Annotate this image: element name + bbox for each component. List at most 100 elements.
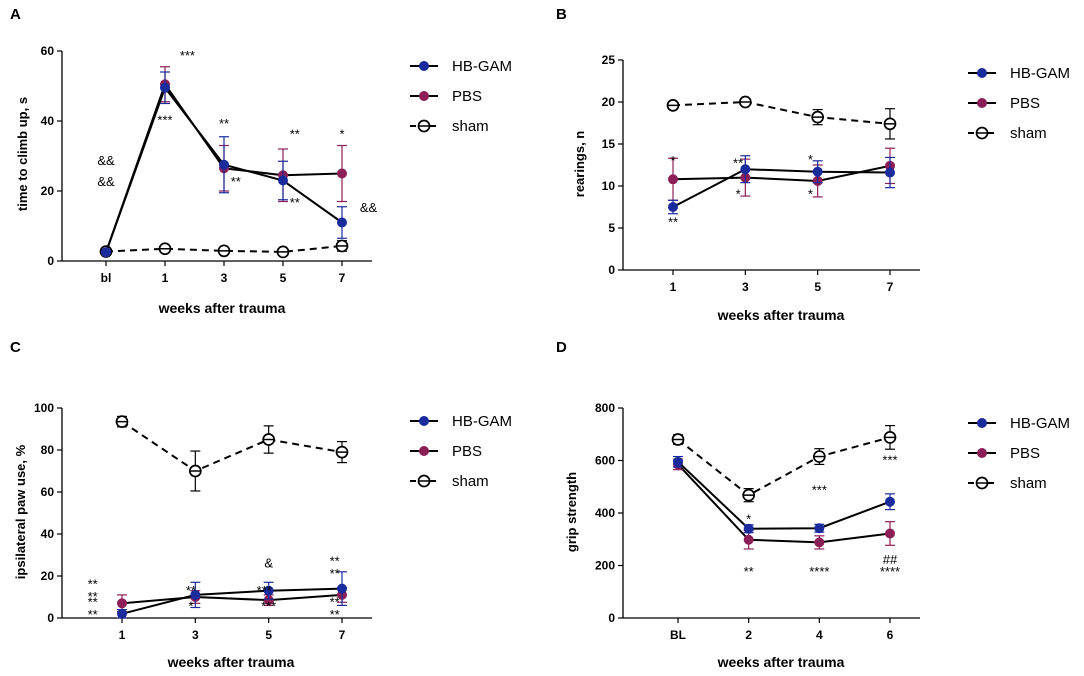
point-hbgam [668, 202, 678, 212]
point-pbs [814, 537, 825, 548]
y-tick-label: 40 [41, 527, 55, 541]
significance-annotation: ## [883, 552, 898, 567]
x-tick-label: 4 [816, 628, 823, 642]
y-tick-label: 60 [41, 44, 55, 58]
point-sham [812, 450, 826, 463]
significance-annotation: * [188, 599, 193, 614]
point-sham [883, 117, 897, 131]
point-pbs [743, 534, 754, 545]
point-hbgam [337, 217, 347, 228]
legend-item-sham: sham [968, 125, 1047, 142]
significance-annotation: * [808, 187, 813, 202]
significance-annotation: && [97, 153, 115, 168]
significance-annotation: && [97, 174, 115, 189]
point-hbgam [190, 589, 201, 600]
significance-annotation: ** [219, 116, 229, 131]
y-axis-label-c: ipsilateral paw use, % [13, 444, 28, 579]
legend-item-hbgam: HB-GAM [968, 65, 1070, 82]
y-tick-label: 20 [602, 95, 616, 109]
x-tick-label: 7 [887, 280, 894, 294]
x-axis-label-c: weeks after trauma [167, 654, 295, 670]
significance-annotation: ** [733, 156, 743, 171]
y-tick-label: 20 [41, 569, 55, 583]
point-hbgam [219, 159, 229, 170]
y-tick-label: 600 [595, 454, 615, 468]
y-tick-label: 200 [595, 559, 615, 573]
point-pbs [337, 168, 347, 179]
y-tick-label: 15 [602, 137, 616, 151]
legend-item-hbgam: HB-GAM [968, 415, 1070, 432]
legend-item-pbs: PBS [968, 95, 1040, 112]
significance-annotation: ** [330, 566, 340, 581]
x-tick-label: bl [101, 271, 112, 285]
legend-label-pbs: PBS [1010, 95, 1040, 112]
legend-marker-sham [975, 126, 989, 140]
point-sham [671, 433, 685, 446]
point-sham [158, 242, 172, 256]
series-line-hbgam [677, 461, 891, 530]
significance-annotation: ** [330, 594, 340, 609]
x-tick-label: 5 [265, 628, 272, 642]
legend-marker-pbs [977, 448, 987, 458]
significance-annotation: ** [668, 214, 678, 229]
legend-item-pbs: PBS [410, 88, 482, 105]
point-hbgam [101, 247, 111, 258]
legend-label-sham: sham [1010, 125, 1047, 142]
y-tick-label: 800 [595, 401, 615, 415]
legend-label-hbgam: HB-GAM [1010, 415, 1070, 432]
legend-item-hbgam: HB-GAM [410, 58, 512, 75]
legend-marker-pbs [977, 98, 987, 108]
significance-annotation: ** [290, 195, 300, 210]
significance-annotation: * [746, 512, 751, 527]
panel-letter-a: A [10, 6, 21, 23]
x-tick-label: 2 [745, 628, 752, 642]
legend-label-sham: sham [1010, 475, 1047, 492]
point-sham [883, 431, 897, 444]
y-axis-label-d: grip strength [564, 472, 579, 552]
x-axis-label-d: weeks after trauma [717, 654, 845, 670]
point-hbgam [160, 82, 170, 93]
y-tick-label: 80 [41, 443, 55, 457]
legend-item-sham: sham [410, 118, 489, 135]
series-line-sham [672, 100, 891, 125]
point-sham [262, 433, 276, 446]
series-line-pbs [672, 164, 891, 182]
legend-marker-hbgam [419, 61, 429, 71]
point-sham [811, 110, 825, 124]
point-sham [217, 244, 231, 258]
x-tick-label: 3 [221, 271, 228, 285]
panel-letter-c: C [10, 339, 21, 356]
panel-d: D grip strength weeks after trauma 0 200 4… [556, 339, 1070, 670]
y-tick-label: 100 [34, 401, 54, 415]
legend-label-sham: sham [452, 118, 489, 135]
panel-b: B rearings, n weeks after trauma 0510152… [556, 6, 1070, 323]
point-sham [335, 445, 349, 459]
point-hbgam [814, 523, 825, 534]
legend-label-sham: sham [452, 473, 489, 490]
series-line-sham [105, 244, 343, 253]
point-sham [738, 95, 752, 109]
y-tick-label: 25 [602, 53, 616, 67]
y-tick-label: 0 [47, 611, 54, 625]
x-axis-label-b: weeks after trauma [717, 307, 845, 323]
significance-annotation: ** [744, 564, 754, 579]
point-hbgam [278, 175, 288, 186]
point-sham [742, 488, 756, 502]
significance-annotation: ** [330, 607, 340, 622]
series-line-hbgam [121, 587, 343, 615]
point-sham [115, 415, 129, 428]
series-line-hbgam [672, 168, 891, 208]
significance-annotation: ** [88, 594, 98, 609]
panel-c: C ipsilateral paw use, % weeks after tra… [10, 339, 512, 670]
x-tick-label: 1 [119, 628, 126, 642]
y-axis-label-a: time to climb up, s [15, 97, 30, 211]
y-tick-label: 20 [41, 184, 55, 198]
significance-annotation: *** [261, 599, 276, 614]
significance-annotation: ** [186, 583, 196, 598]
y-axis-label-b: rearings, n [572, 131, 587, 198]
legend-marker-pbs [419, 446, 429, 456]
y-tick-label: 60 [41, 485, 55, 499]
point-pbs [117, 598, 127, 609]
significance-annotation: ** [88, 589, 98, 604]
